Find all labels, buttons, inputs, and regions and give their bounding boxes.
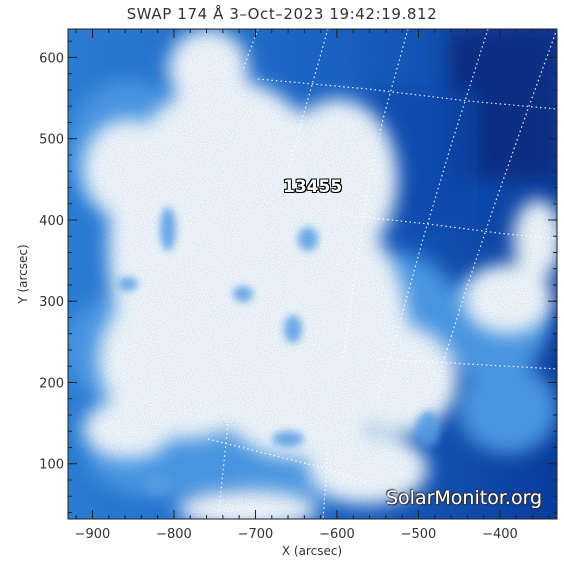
active-region-label: 13455 xyxy=(283,177,343,197)
x-tick-label: −500 xyxy=(401,527,437,542)
solar-euv-image xyxy=(68,29,557,519)
x-tick-label: −600 xyxy=(319,527,355,542)
x-tick-label: −400 xyxy=(482,527,518,542)
x-axis: −900 −800 −700 −600 −500 −400 xyxy=(75,29,550,542)
x-tick-label: −800 xyxy=(156,527,192,542)
watermark: SolarMonitor.org xyxy=(386,487,543,509)
heliographic-grid xyxy=(207,29,557,519)
y-tick-label: 400 xyxy=(39,214,64,229)
map-title: SWAP 174 Å 3–Oct–2023 19:42:19.812 xyxy=(126,5,438,23)
y-tick-label: 500 xyxy=(39,133,64,148)
solar-image-frame xyxy=(68,29,557,519)
plot-frame xyxy=(67,28,558,520)
x-tick-label: −700 xyxy=(238,527,274,542)
y-tick-label: 100 xyxy=(39,458,64,473)
y-axis-title: Y (arcsec) xyxy=(16,244,30,304)
y-tick-label: 300 xyxy=(39,295,64,310)
x-axis-title: X (arcsec) xyxy=(282,544,342,558)
y-tick-label: 200 xyxy=(39,376,64,391)
y-tick-label: 600 xyxy=(39,51,64,66)
image-noise xyxy=(68,29,557,519)
y-axis: 100 200 300 400 500 600 xyxy=(39,40,557,513)
x-tick-label: −900 xyxy=(75,527,111,542)
